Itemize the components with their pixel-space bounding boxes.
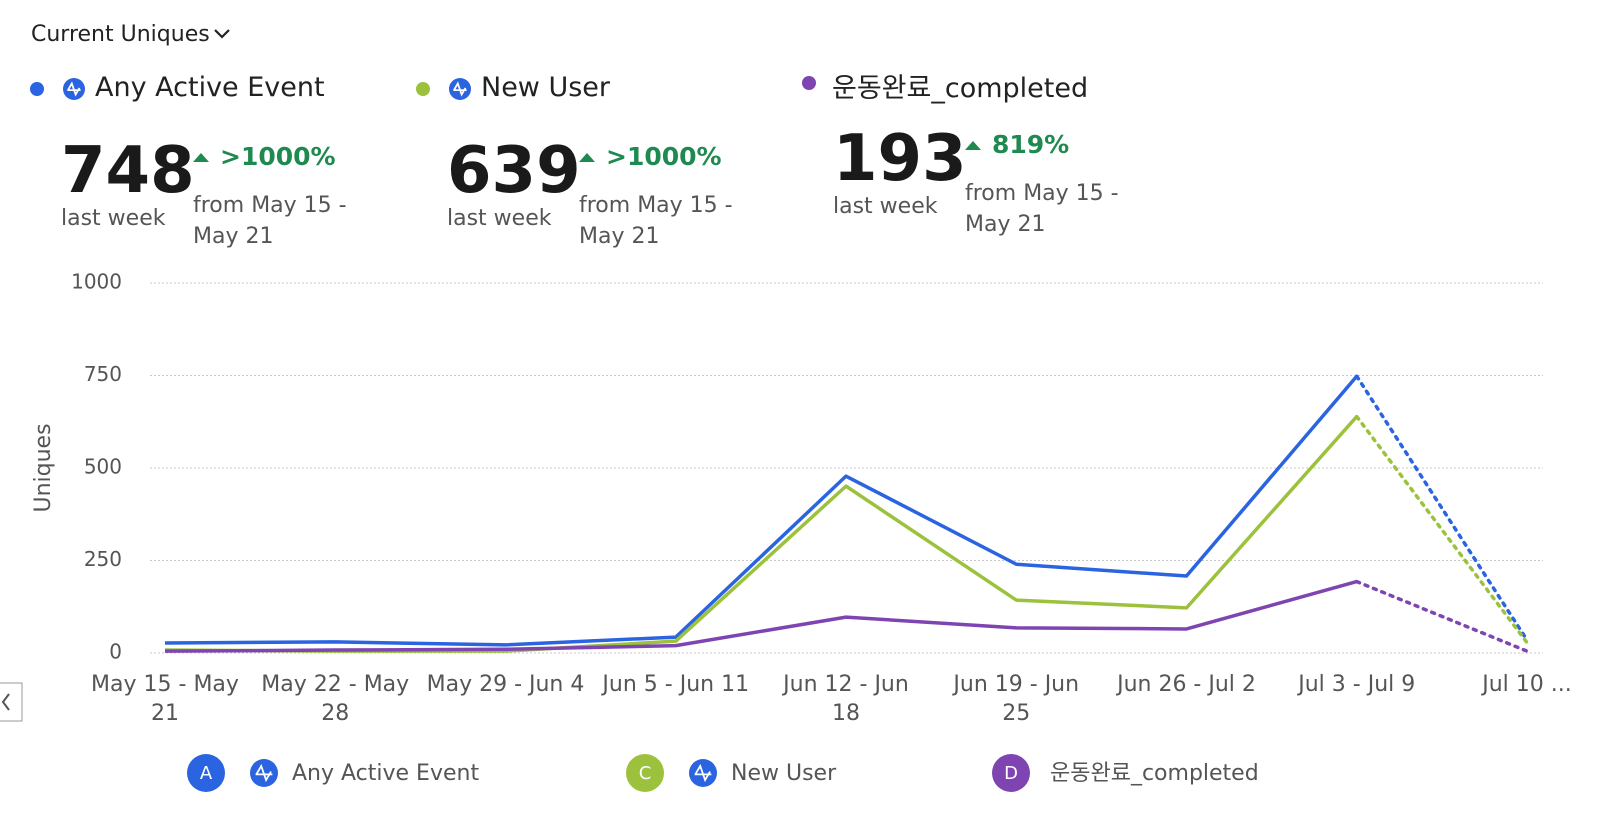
series-line xyxy=(164,375,1359,647)
y-tick-label: 1000 xyxy=(71,270,122,294)
series-line xyxy=(164,579,1358,653)
y-axis-label: Uniques xyxy=(31,423,56,512)
legend-dot xyxy=(30,82,44,96)
stat-period: last week xyxy=(833,194,938,219)
x-tick-label: Jul 10 ... xyxy=(1482,672,1572,697)
series-line-incomplete xyxy=(1355,579,1529,653)
dropdown-chevron[interactable] xyxy=(214,29,230,39)
stat-value: 193 xyxy=(833,122,967,196)
series-line-incomplete xyxy=(1355,414,1529,645)
stat-value: 639 xyxy=(447,134,581,208)
collapse-button[interactable] xyxy=(0,682,23,722)
x-tick-label: Jun 12 - Jun 18 xyxy=(783,672,909,726)
x-tick-label: May 22 - May 28 xyxy=(261,672,410,726)
legend-label[interactable]: Any Active Event xyxy=(292,761,479,786)
legend-label[interactable]: 운동완료_completed xyxy=(832,73,1089,104)
legend-badge xyxy=(187,754,225,792)
x-tick-label: Jun 26 - Jul 2 xyxy=(1117,672,1256,697)
stat-change: >1000% xyxy=(606,142,722,171)
change-arrow xyxy=(193,153,209,162)
x-tick-label: May 15 - May 21 xyxy=(91,672,239,726)
x-tick-label: Jun 5 - Jun 11 xyxy=(602,672,750,697)
stat-period: last week xyxy=(61,206,166,231)
stat-comparison: from May 15 - May 21 xyxy=(193,193,347,249)
legend-label[interactable]: 운동완료_completed xyxy=(1050,761,1259,786)
y-tick-label: 250 xyxy=(84,547,122,571)
legend-label[interactable]: New User xyxy=(731,761,837,786)
event-icon-glyph xyxy=(255,763,273,783)
legend-badge-letter: C xyxy=(639,763,652,784)
x-tick-label: Jun 19 - Jun 25 xyxy=(953,672,1080,726)
legend-badge-letter: A xyxy=(200,763,213,784)
legend-dot xyxy=(416,82,430,96)
legend-label[interactable]: Any Active Event xyxy=(95,72,325,103)
stat-change: 819% xyxy=(992,130,1070,159)
metric-title[interactable]: Current Uniques xyxy=(31,22,210,47)
y-tick-label: 0 xyxy=(109,640,122,664)
legend-badge-letter: D xyxy=(1004,763,1018,784)
stat-value: 748 xyxy=(61,134,195,208)
legend-label[interactable]: New User xyxy=(481,72,611,103)
series-line xyxy=(164,415,1359,653)
legend-badge xyxy=(626,754,664,792)
stat-change: >1000% xyxy=(220,142,336,171)
legend-badge xyxy=(992,754,1030,792)
y-tick-label: 750 xyxy=(84,362,122,386)
event-icon-glyph xyxy=(67,81,81,97)
x-tick-label: May 29 - Jun 4 xyxy=(426,672,585,697)
legend-dot xyxy=(802,76,816,90)
stat-period: last week xyxy=(447,206,552,231)
change-arrow xyxy=(965,141,981,150)
stat-comparison: from May 15 - May 21 xyxy=(965,181,1119,237)
event-icon-glyph xyxy=(694,763,712,783)
stat-comparison: from May 15 - May 21 xyxy=(579,193,733,249)
series-line-incomplete xyxy=(1355,374,1529,642)
y-tick-label: 500 xyxy=(84,455,122,479)
x-tick-label: Jul 3 - Jul 9 xyxy=(1298,672,1416,697)
collapse-icon xyxy=(1,693,10,711)
event-icon-glyph xyxy=(453,81,467,97)
change-arrow xyxy=(579,153,595,162)
